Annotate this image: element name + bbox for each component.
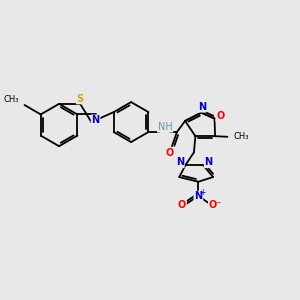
Text: O: O bbox=[178, 200, 186, 210]
Text: N: N bbox=[198, 102, 206, 112]
Text: CH₃: CH₃ bbox=[234, 132, 249, 141]
Text: O: O bbox=[165, 148, 173, 158]
Text: NH: NH bbox=[158, 122, 172, 132]
Text: S: S bbox=[77, 94, 84, 103]
Text: CH₃: CH₃ bbox=[4, 94, 19, 103]
Text: N: N bbox=[205, 157, 213, 167]
Text: O: O bbox=[216, 111, 224, 121]
Text: N: N bbox=[194, 191, 202, 201]
Text: N: N bbox=[92, 115, 100, 125]
Text: +: + bbox=[199, 188, 206, 197]
Text: N: N bbox=[176, 157, 184, 167]
Text: O⁻: O⁻ bbox=[209, 200, 222, 210]
